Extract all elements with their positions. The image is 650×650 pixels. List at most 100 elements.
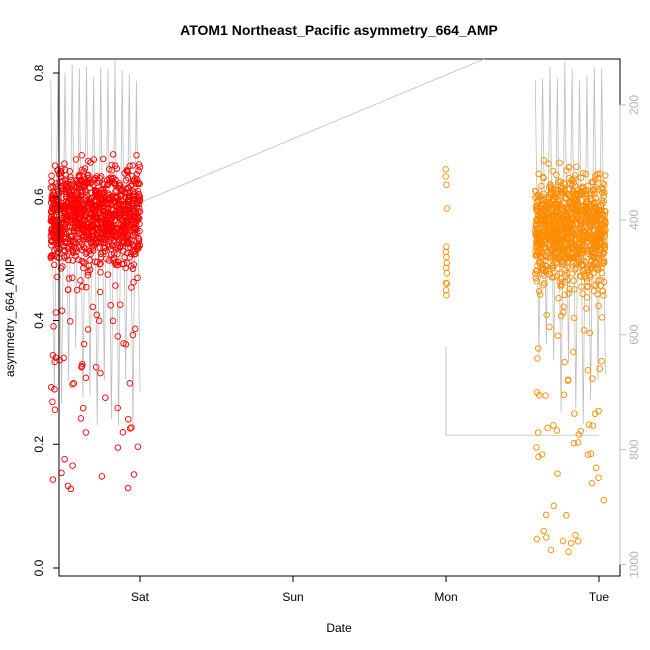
data-point bbox=[114, 239, 121, 246]
data-point bbox=[87, 180, 94, 187]
data-point bbox=[48, 225, 56, 232]
data-point bbox=[544, 201, 551, 208]
data-point bbox=[65, 256, 72, 264]
data-point bbox=[596, 217, 604, 225]
data-point bbox=[48, 242, 55, 249]
data-point bbox=[49, 196, 57, 204]
data-point bbox=[78, 152, 85, 159]
data-point bbox=[107, 251, 115, 258]
secondary-tick-label: 800 bbox=[627, 439, 641, 459]
data-point bbox=[98, 473, 106, 480]
data-point bbox=[47, 184, 55, 191]
data-point bbox=[110, 231, 117, 239]
data-point bbox=[65, 275, 73, 282]
data-point bbox=[550, 213, 557, 221]
data-point bbox=[124, 484, 132, 492]
data-point bbox=[574, 191, 581, 198]
data-point bbox=[599, 199, 606, 207]
data-point bbox=[563, 512, 570, 519]
data-point bbox=[48, 252, 56, 260]
data-point bbox=[129, 192, 137, 199]
data-point bbox=[104, 209, 112, 216]
data-point bbox=[443, 205, 451, 212]
data-point bbox=[572, 531, 579, 539]
data-point bbox=[108, 220, 116, 228]
data-point bbox=[86, 266, 94, 273]
y-axis-label: asymmetry_664_AMP bbox=[3, 259, 17, 377]
data-point bbox=[120, 260, 128, 268]
data-point bbox=[54, 187, 62, 194]
data-point bbox=[134, 443, 142, 450]
data-point bbox=[532, 238, 540, 246]
data-point bbox=[561, 180, 569, 188]
data-point bbox=[557, 217, 565, 224]
data-point bbox=[599, 260, 606, 267]
data-point bbox=[62, 166, 69, 174]
data-point bbox=[573, 207, 580, 214]
data-point bbox=[83, 283, 90, 291]
x-tick-label: Sat bbox=[131, 590, 150, 604]
data-point bbox=[78, 166, 86, 174]
data-point bbox=[97, 207, 104, 214]
y-tick-label: 0.2 bbox=[32, 436, 46, 453]
data-point bbox=[536, 193, 543, 200]
data-point bbox=[134, 187, 142, 195]
data-point bbox=[596, 365, 604, 373]
data-point bbox=[88, 178, 95, 186]
data-point bbox=[443, 292, 450, 299]
data-point bbox=[91, 202, 99, 210]
data-point bbox=[564, 258, 572, 265]
data-point bbox=[566, 185, 574, 193]
data-point bbox=[97, 254, 105, 261]
data-point bbox=[582, 170, 590, 178]
data-point bbox=[64, 211, 71, 219]
data-point bbox=[579, 237, 587, 244]
data-point bbox=[542, 244, 549, 251]
data-point bbox=[89, 247, 97, 254]
data-point bbox=[69, 238, 77, 245]
data-point bbox=[552, 200, 560, 207]
data-point bbox=[84, 272, 92, 279]
data-point bbox=[574, 439, 582, 446]
data-point bbox=[68, 192, 75, 200]
data-point bbox=[587, 231, 594, 239]
data-point bbox=[585, 421, 593, 428]
secondary-tick-label: 600 bbox=[627, 324, 641, 344]
data-point bbox=[77, 277, 84, 284]
data-point bbox=[532, 270, 539, 278]
data-point bbox=[587, 450, 595, 458]
data-point bbox=[576, 238, 584, 245]
data-point bbox=[49, 398, 56, 406]
data-point bbox=[535, 287, 543, 295]
y-tick-label: 0.8 bbox=[32, 64, 46, 81]
data-point bbox=[600, 229, 607, 236]
data-point bbox=[69, 180, 76, 188]
data-point bbox=[550, 240, 557, 248]
data-point bbox=[587, 224, 595, 231]
data-point bbox=[596, 170, 603, 178]
secondary-tick-label: 1000 bbox=[627, 551, 641, 578]
data-point bbox=[133, 204, 141, 211]
data-point bbox=[108, 161, 115, 169]
data-point bbox=[116, 244, 124, 252]
data-point bbox=[92, 206, 100, 214]
data-point bbox=[572, 190, 580, 197]
data-point bbox=[74, 194, 82, 202]
data-point bbox=[61, 160, 68, 167]
data-point bbox=[535, 229, 542, 236]
data-point bbox=[542, 392, 549, 399]
data-point bbox=[51, 386, 58, 393]
data-point bbox=[549, 167, 556, 175]
data-point bbox=[592, 253, 599, 260]
data-point bbox=[116, 301, 124, 308]
data-point bbox=[47, 208, 55, 215]
data-point bbox=[78, 257, 86, 265]
data-point bbox=[555, 198, 563, 206]
data-point bbox=[547, 208, 555, 215]
data-point bbox=[581, 265, 589, 273]
data-point bbox=[79, 200, 87, 208]
data-point bbox=[533, 535, 541, 543]
data-point bbox=[120, 200, 128, 208]
data-point bbox=[590, 241, 598, 248]
